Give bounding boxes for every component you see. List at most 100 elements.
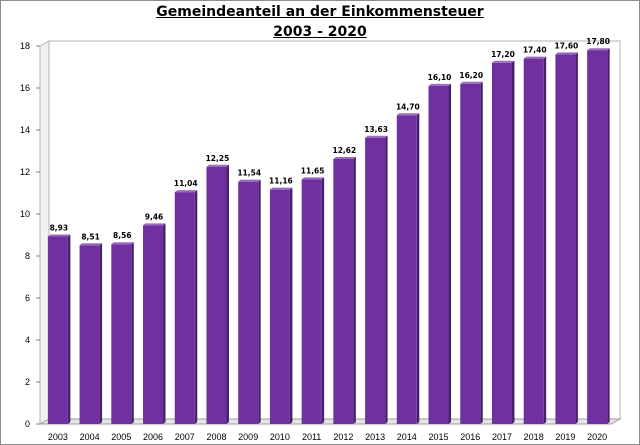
bar-side [543, 56, 547, 424]
data-label: 14,70 [396, 102, 420, 111]
bar-top [301, 177, 325, 180]
data-label: 8,56 [113, 231, 132, 240]
x-tick-label: 2004 [80, 432, 100, 442]
y-tick-label: 6 [25, 293, 30, 303]
x-tick-label: 2016 [460, 432, 480, 442]
bar-side [416, 113, 420, 425]
data-label: 17,40 [523, 46, 547, 55]
data-label: 11,16 [269, 177, 293, 186]
bar [143, 225, 164, 424]
data-label: 9,46 [145, 212, 164, 221]
bar [491, 62, 512, 425]
bar-side [448, 83, 452, 425]
data-label: 12,25 [206, 154, 230, 163]
data-label: 12,62 [332, 146, 356, 155]
x-tick-label: 2019 [555, 432, 575, 442]
bar-side [321, 177, 325, 424]
bar [238, 181, 259, 424]
bar-top [396, 113, 420, 116]
chart-subtitle: 2003 - 2020 [273, 24, 367, 40]
x-tick-label: 2014 [397, 432, 417, 442]
data-label: 17,80 [586, 37, 610, 46]
bar [47, 236, 68, 424]
data-label: 11,04 [174, 179, 198, 188]
x-tick-label: 2015 [429, 432, 449, 442]
bar [365, 137, 386, 424]
bar-side [607, 48, 610, 424]
data-label: 17,20 [491, 50, 515, 59]
bar [428, 85, 449, 425]
bar-top [365, 135, 388, 138]
bar-side [289, 187, 293, 424]
bar-top [491, 60, 515, 63]
y-tick-label: 0 [25, 419, 30, 429]
bar [555, 54, 576, 425]
bar [111, 244, 132, 424]
x-tick-label: 2008 [206, 432, 226, 442]
bar-top [523, 56, 547, 59]
bar-top [143, 223, 166, 226]
bar-side [67, 234, 71, 424]
bar-side [353, 156, 356, 425]
bar [460, 83, 481, 425]
data-label: 11,65 [301, 166, 325, 175]
data-label: 13,63 [364, 125, 388, 134]
bar-top [333, 156, 356, 159]
bar-side [511, 60, 515, 425]
x-tick-label: 2009 [238, 432, 258, 442]
y-tick-label: 4 [25, 335, 30, 345]
bar [587, 50, 608, 424]
data-label: 16,20 [459, 71, 483, 80]
x-tick-label: 2013 [365, 432, 385, 442]
y-tick-label: 16 [20, 83, 30, 93]
bar-top [460, 81, 483, 84]
x-tick-label: 2012 [333, 432, 353, 442]
x-tick-label: 2003 [48, 432, 68, 442]
bar-side [258, 179, 261, 424]
x-tick-label: 2017 [492, 432, 512, 442]
bar-top [428, 83, 452, 86]
x-tick-label: 2018 [524, 432, 544, 442]
bar-side [385, 135, 388, 424]
y-tick-label: 10 [20, 209, 30, 219]
data-label: 8,51 [81, 232, 100, 241]
y-tick-label: 14 [20, 125, 30, 135]
data-label: 16,10 [428, 73, 452, 82]
bar-side [131, 242, 134, 424]
bar-top [206, 164, 229, 167]
bar [301, 179, 322, 424]
bar-top [47, 234, 71, 237]
bar-top [174, 190, 198, 193]
bar [269, 189, 290, 424]
bar-side [163, 223, 166, 424]
x-tick-label: 2020 [587, 432, 607, 442]
y-tick-label: 18 [20, 41, 30, 51]
bar-side [480, 81, 483, 425]
bar-side [575, 52, 578, 425]
bar [396, 115, 417, 425]
bar [174, 192, 195, 424]
bar [206, 166, 227, 424]
side-wall [39, 40, 50, 425]
x-tick-label: 2005 [111, 432, 131, 442]
x-tick-label: 2010 [270, 432, 290, 442]
x-tick-label: 2006 [143, 432, 163, 442]
chart-title: Gemeindeanteil an der Einkommensteuer [156, 4, 484, 20]
data-label: 8,93 [50, 223, 69, 232]
bar-top [111, 242, 134, 245]
y-tick-label: 2 [25, 377, 30, 387]
data-label: 11,54 [237, 169, 261, 178]
bar-side [226, 164, 229, 424]
bar-side [194, 190, 198, 424]
bar-top [587, 48, 610, 51]
bar-top [238, 179, 261, 182]
bar-top [269, 187, 293, 190]
bar [79, 245, 100, 424]
y-tick-label: 12 [20, 167, 30, 177]
bar-top [555, 52, 578, 55]
bar [523, 58, 544, 424]
data-label: 17,60 [555, 41, 579, 50]
x-tick-label: 2011 [302, 432, 321, 442]
bar [333, 158, 354, 425]
